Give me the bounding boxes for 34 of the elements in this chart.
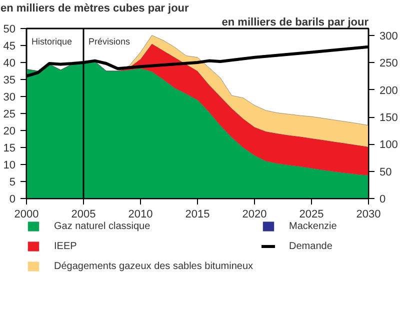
y-tick-label: 30: [3, 92, 16, 104]
y2-tick-label: 50: [380, 166, 392, 178]
x-tick-label: 2025: [299, 208, 324, 220]
y-tick-label: 0: [9, 194, 16, 206]
annotation: Prévisions: [88, 36, 131, 46]
x-tick-label: 2010: [128, 208, 153, 220]
y2-tick-label: 200: [380, 84, 398, 97]
x-tick-label: 2030: [356, 208, 381, 220]
x-tick-label: 2000: [14, 208, 39, 220]
x-tick-label: 2005: [71, 208, 96, 220]
y2-tick-label: 300: [380, 30, 398, 43]
y-tick-label: 50: [3, 24, 16, 36]
x-tick-label: 2020: [242, 208, 267, 220]
y2-tick-label: 250: [380, 58, 398, 70]
y-tick-label: 5: [9, 176, 16, 188]
legend-label: Gaz naturel classique: [54, 220, 150, 232]
y2-tick-label: 150: [380, 112, 398, 124]
y-tick-label: 25: [3, 108, 16, 120]
y-tick-label: 45: [3, 40, 16, 52]
y2-tick-label: 100: [380, 139, 398, 152]
y-tick-label: 15: [3, 142, 16, 154]
y2-axis-title: en milliers de barils par jour: [222, 16, 370, 28]
legend-label: Mackenzie: [289, 220, 337, 232]
legend-label: IEEP: [54, 240, 77, 252]
legend-label: Demande: [289, 240, 332, 252]
y-tick-label: 20: [3, 126, 16, 138]
y2-tick-label: 0: [380, 194, 386, 206]
y-axis-title: en milliers de mètres cubes par jour: [0, 2, 190, 14]
y-tick-label: 35: [3, 74, 16, 86]
annotation: Historique: [32, 36, 72, 46]
y-tick-label: 10: [3, 160, 16, 172]
legend-label: Dégagements gazeux des sables bitumineux: [54, 260, 254, 272]
x-tick-label: 2015: [185, 208, 210, 220]
y-tick-label: 40: [3, 58, 16, 70]
